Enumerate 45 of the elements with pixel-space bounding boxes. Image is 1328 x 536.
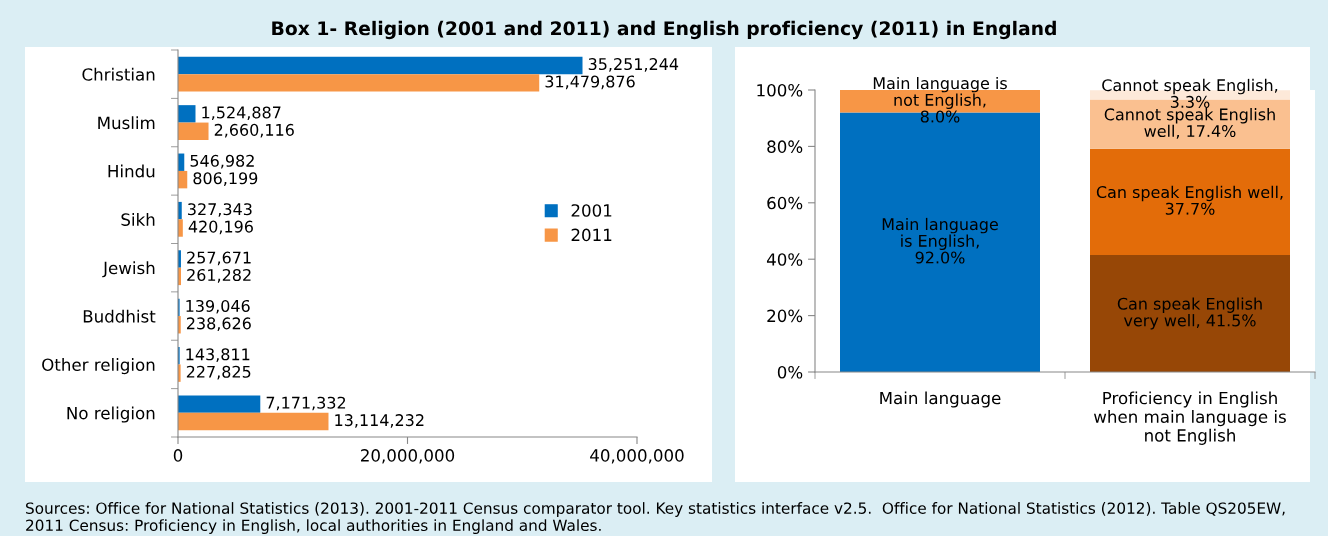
source-note: Sources: Office for National Statistics (2013). 2001-2011 Census comparator tool. Key statistics interface v2.5. Office for National Statistics (2012). Table QS205EW, 2011 Census: Proficiency in English, local authorities in England and Wales. [26, 502, 1285, 534]
data-label: 546,982 [190, 154, 254, 169]
y-tick-label: 100% [757, 83, 803, 97]
y-tick-label: 80% [767, 140, 803, 153]
legend-label: 2001 [571, 204, 612, 217]
y-tick-label: Muslim [98, 116, 155, 130]
data-label: 2,660,116 [214, 123, 294, 138]
y-tick-label: Sikh [121, 212, 155, 226]
data-label: 227,825 [186, 365, 251, 380]
y-tick-label: Buddhist [83, 309, 156, 323]
y-tick-label: Jewish [102, 261, 155, 278]
chart-title: Box 1- Religion (2001 and 2011) and English proficiency (2011) in England [272, 20, 1056, 40]
data-label: Can speak English well, 37.7% [1096, 185, 1283, 215]
data-label: 35,251,244 [588, 58, 679, 72]
x-tick-label: Proficiency in English when main language is not English [1093, 391, 1286, 445]
y-tick-label: 20% [767, 309, 803, 323]
data-label: 261,282 [187, 268, 251, 283]
data-label: 7,171,332 [266, 396, 346, 411]
data-label: 238,626 [186, 317, 251, 332]
y-tick-label: 60% [767, 196, 803, 210]
data-label: 1,524,887 [202, 106, 281, 121]
data-label: 327,343 [188, 203, 252, 217]
x-tick-label: 20,000,000 [361, 449, 455, 464]
x-tick-label: 40,000,000 [590, 449, 684, 464]
y-tick-label: Hindu [108, 164, 155, 178]
legend-label: 2011 [571, 228, 612, 242]
y-tick-label: No religion [67, 406, 155, 423]
data-label: 420,196 [188, 220, 253, 235]
x-tick-label: Main language [880, 391, 1001, 408]
data-label: 257,671 [187, 251, 251, 266]
data-label: Can speak English very well, 41.5% [1117, 297, 1262, 330]
y-tick-label: Christian [82, 67, 155, 81]
y-tick-label: 0% [777, 365, 803, 379]
data-label: Main language is English, 92.0% [882, 217, 998, 264]
data-label: 806,199 [193, 172, 258, 186]
y-tick-label: 40% [766, 253, 803, 266]
data-label: Main language is not English, 8.0% [873, 76, 1007, 123]
x-tick-label: 0 [173, 449, 183, 462]
data-label: Cannot speak English well, 17.4% [1104, 108, 1275, 139]
y-tick-label: Other religion [42, 358, 155, 375]
data-label: Cannot speak English, 3.3% [1102, 78, 1278, 108]
data-label: 31,479,876 [545, 75, 635, 90]
data-label: 143,811 [186, 348, 250, 362]
data-label: 13,114,232 [335, 414, 424, 428]
data-label: 139,046 [186, 299, 250, 314]
